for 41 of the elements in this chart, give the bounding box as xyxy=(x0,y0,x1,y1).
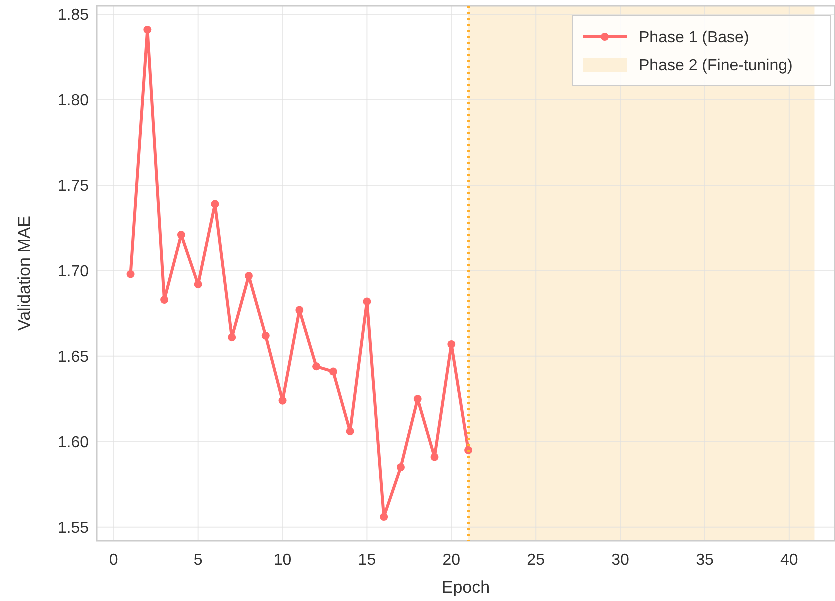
legend: Phase 1 (Base) Phase 2 (Fine-tuning) xyxy=(572,16,832,86)
point xyxy=(363,298,372,306)
y-tick-label: 1.80 xyxy=(58,92,90,110)
legend-label: Phase 1 (Base) xyxy=(639,30,750,47)
point xyxy=(396,464,405,472)
point xyxy=(211,200,220,208)
x-tick-label: 10 xyxy=(274,552,292,569)
y-tick-label: 1.75 xyxy=(58,178,90,196)
x-tick-label: 20 xyxy=(442,552,461,569)
point xyxy=(312,362,321,371)
y-tick-label: 1.60 xyxy=(58,434,90,452)
point xyxy=(160,296,169,304)
x-axis-title: Epoch xyxy=(442,578,490,597)
y-tick-label: 1.70 xyxy=(58,264,90,281)
x-tick-label: 5 xyxy=(194,552,203,569)
point xyxy=(144,26,152,34)
point xyxy=(380,513,388,522)
point xyxy=(346,428,354,436)
x-tick-label: 40 xyxy=(780,552,798,569)
x-tick-label: 25 xyxy=(527,552,546,569)
point xyxy=(177,231,186,240)
point xyxy=(414,395,422,404)
point xyxy=(329,368,338,376)
point xyxy=(278,396,287,405)
point xyxy=(228,334,236,342)
x-tick-label: 0 xyxy=(109,552,118,569)
band-label: Phase 2 (Fine-tuning) xyxy=(639,58,793,75)
point xyxy=(448,340,456,348)
point xyxy=(296,306,304,314)
point xyxy=(262,332,270,340)
y-tick-label: 1.85 xyxy=(58,7,90,24)
y-tick-label: 1.55 xyxy=(58,520,90,537)
x-tick-label: 35 xyxy=(696,552,714,569)
point xyxy=(126,270,135,278)
y-axis-title: Validation MAE xyxy=(15,216,34,331)
x-tick-label: 15 xyxy=(358,552,376,569)
point xyxy=(245,272,253,280)
point xyxy=(430,453,439,462)
y-tick-label: 1.65 xyxy=(58,349,90,366)
x-tick-label: 30 xyxy=(612,552,630,569)
point xyxy=(194,280,202,289)
